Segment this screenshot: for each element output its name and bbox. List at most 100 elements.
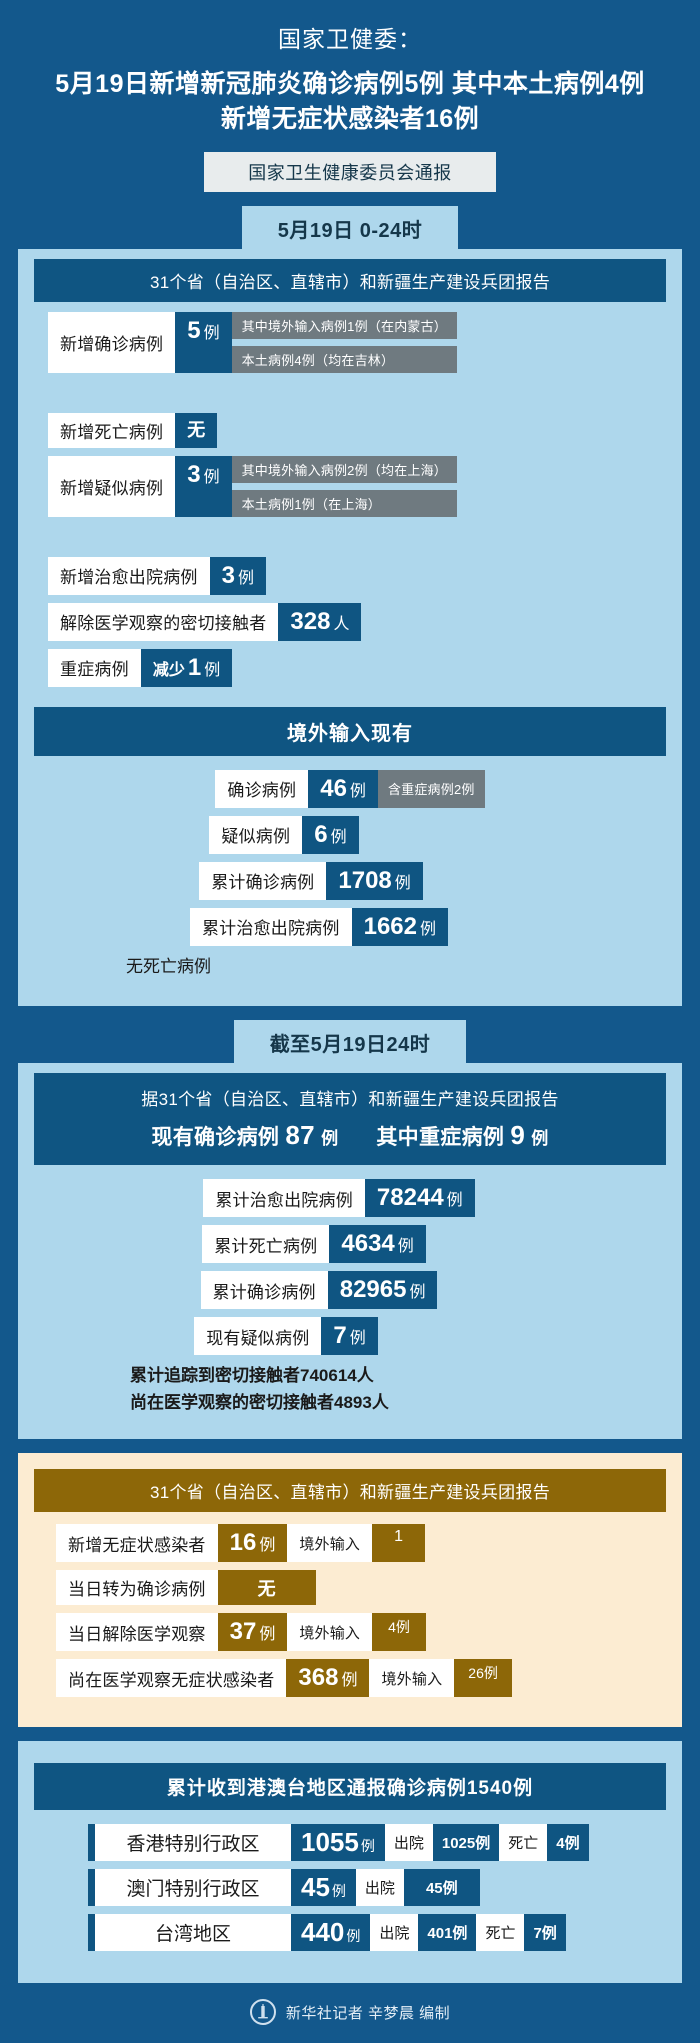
daily-section: 31个省（自治区、直辖市）和新疆生产建设兵团报告 新增确诊病例 5 例 其中境外… (18, 248, 682, 1007)
row-value: 16 例 (217, 1524, 288, 1563)
table-row: 当日转为确诊病例 无 (56, 1570, 682, 1606)
region-discharged-value: 45例 (403, 1869, 480, 1907)
region-total-number: 45 (301, 1872, 330, 1903)
region-name: 台湾地区 (95, 1914, 291, 1952)
row-label: 累计确诊病例 (200, 1271, 328, 1310)
table-row: 香港特别行政区 1055 例 出院 1025例 死亡 4例 (88, 1824, 682, 1862)
table-row: 累计治愈出院病例 1662 例 (18, 907, 620, 946)
row-value: 减少 1 例 (140, 648, 233, 687)
row-number: 6 (314, 820, 328, 848)
table-row: 当日解除医学观察 37 例 境外输入 4例 (56, 1613, 682, 1652)
section-divider (0, 1439, 700, 1454)
table-row: 新增治愈出院病例 3 例 (48, 556, 682, 595)
row-tick (88, 1914, 95, 1952)
regions-section: 累计收到港澳台地区通报确诊病例1540例 香港特别行政区 1055 例 出院 1… (18, 1741, 682, 1984)
footer: 新华社记者 辛梦晨 编制 (0, 1983, 700, 2043)
daily-rows: 新增确诊病例 5 例 其中境外输入病例1例（在内蒙古） 本土病例4例（均在吉林）… (18, 302, 682, 707)
region-death-label: 死亡 (476, 1914, 525, 1952)
cumulative-section: 据31个省（自治区、直辖市）和新疆生产建设兵团报告 现有确诊病例 87 例 其中… (18, 1063, 682, 1440)
cumulative-report-block: 据31个省（自治区、直辖市）和新疆生产建设兵团报告 现有确诊病例 87 例 其中… (34, 1073, 666, 1166)
headline-line-2: 新增无症状感染者16例 (220, 105, 480, 133)
table-row: 重症病例 减少 1 例 (48, 648, 682, 687)
row-unit: 例 (341, 1672, 358, 1690)
row-note: 其中境外输入病例2例（均在上海） (231, 455, 458, 483)
row-number: 无 (257, 1578, 276, 1599)
regions-band-title: 累计收到港澳台地区通报确诊病例1540例 (34, 1763, 666, 1811)
row-unit: 例 (394, 874, 411, 892)
row-label: 新增确诊病例 (48, 311, 176, 373)
row-value: 5 例 (175, 311, 232, 373)
current-confirmed-label: 现有确诊病例 (151, 1126, 280, 1150)
region-name: 澳门特别行政区 (95, 1869, 291, 1907)
row-sub-number: 26例 (468, 1665, 498, 1682)
header: 国家卫健委： 5月19日新增新冠肺炎确诊病例5例 其中本土病例4例 新增无症状感… (0, 0, 700, 138)
row-label: 确诊病例 (215, 769, 309, 808)
row-label: 疑似病例 (209, 815, 303, 854)
region-total: 45 例 (291, 1869, 356, 1907)
row-label: 新增死亡病例 (48, 412, 176, 448)
table-row: 台湾地区 440 例 出院 401例 死亡 7例 (88, 1914, 682, 1952)
region-death-value: 4例 (547, 1824, 589, 1862)
region-death-value: 7例 (524, 1914, 566, 1952)
region-total: 1055 例 (291, 1824, 385, 1862)
row-notes: 其中境外输入病例2例（均在上海） 本土病例1例（在上海） (231, 455, 458, 517)
table-row: 尚在医学观察无症状感染者 368 例 境外输入 26例 (56, 1659, 682, 1698)
credit-text: 新华社记者 辛梦晨 编制 (285, 2004, 451, 2022)
region-total-unit: 例 (331, 1883, 346, 1900)
region-death-label: 死亡 (499, 1824, 548, 1862)
row-number: 7 (333, 1322, 347, 1350)
row-label: 新增治愈出院病例 (48, 556, 210, 595)
imported-rows: 确诊病例 46 例 含重症病例2例 疑似病例 6 例 累计确诊病例 1708 例 (18, 756, 682, 993)
row-number: 3 (187, 460, 201, 488)
row-label: 重症病例 (48, 648, 141, 687)
cumulative-tab-header-wrap: 截至5月19日24时 (0, 1020, 700, 1064)
row-value: 78244 例 (364, 1179, 475, 1218)
region-discharged-label: 出院 (370, 1914, 419, 1952)
daily-tab-header: 5月19日 0-24时 (241, 205, 459, 249)
current-confirmed-number: 87 (285, 1120, 315, 1151)
severe-label: 其中重症病例 (376, 1126, 505, 1150)
row-note: 含重症病例2例 (377, 769, 485, 808)
row-sub-value: 4例 (372, 1613, 426, 1652)
row-note: 本土病例1例（在上海） (231, 489, 458, 517)
imported-footnote: 无死亡病例 (126, 956, 211, 976)
daily-tab-header-wrap: 5月19日 0-24时 (0, 205, 700, 249)
severe-group: 其中重症病例 9 例 (376, 1120, 548, 1151)
cumulative-tab-header: 截至5月19日24时 (233, 1020, 467, 1064)
row-unit: 例 (203, 324, 220, 342)
row-number: 4634 (341, 1230, 395, 1258)
region-total-number: 1055 (301, 1827, 359, 1858)
asymptomatic-section: 31个省（自治区、直辖市）和新疆生产建设兵团报告 新增无症状感染者 16 例 境… (18, 1453, 682, 1728)
table-row: 新增无症状感染者 16 例 境外输入 1 (56, 1524, 682, 1563)
table-row: 累计确诊病例 82965 例 (18, 1271, 620, 1310)
row-number: 3 (221, 561, 235, 589)
region-discharged-value: 1025例 (432, 1824, 500, 1862)
daily-report-bar: 31个省（自治区、直辖市）和新疆生产建设兵团报告 (34, 258, 666, 302)
row-number: 78244 (376, 1184, 444, 1212)
row-number: 46 (320, 774, 347, 802)
row-value: 82965 例 (327, 1271, 438, 1310)
tracking-line-2: 尚在医学观察的密切接触者4893人 (130, 1393, 389, 1413)
current-confirmed-unit: 例 (321, 1129, 339, 1149)
table-row: 现有疑似病例 7 例 (18, 1317, 554, 1356)
row-unit: 例 (259, 1537, 276, 1555)
section-divider (0, 1006, 700, 1021)
row-unit: 例 (446, 1192, 463, 1210)
region-total-unit: 例 (360, 1838, 375, 1855)
row-unit: 例 (204, 661, 221, 679)
row-tick (88, 1824, 95, 1862)
asymptomatic-rows: 新增无症状感染者 16 例 境外输入 1 当日转为确诊病例 无 当日解除医学观察 (18, 1512, 682, 1717)
source-badge-wrap: 国家卫生健康委员会通报 (0, 151, 700, 192)
row-number: 1708 (338, 866, 392, 894)
row-label: 尚在医学观察无症状感染者 (56, 1659, 287, 1698)
row-number: 5 (187, 316, 201, 344)
row-number: 82965 (339, 1276, 407, 1304)
severe-number: 9 (510, 1120, 526, 1151)
row-value: 4634 例 (329, 1225, 426, 1264)
table-row: 疑似病例 6 例 (18, 815, 550, 854)
row-prefix: 减少 (152, 661, 185, 679)
table-row: 累计死亡病例 4634 例 (18, 1225, 610, 1264)
row-sub-label: 境外输入 (287, 1524, 373, 1563)
asymptomatic-report-bar: 31个省（自治区、直辖市）和新疆生产建设兵团报告 (34, 1469, 666, 1513)
